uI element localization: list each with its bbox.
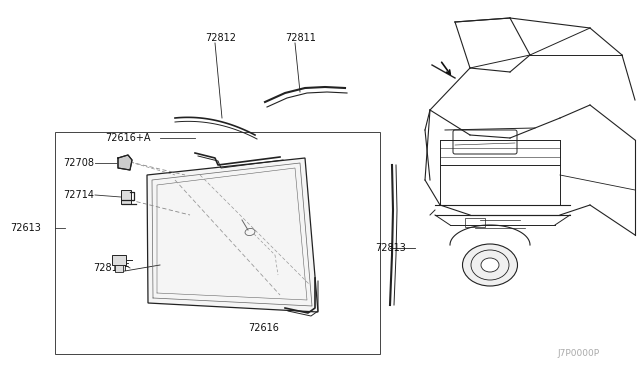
Ellipse shape: [463, 244, 518, 286]
Text: 72616: 72616: [248, 323, 279, 333]
Text: 72613: 72613: [10, 223, 41, 233]
Text: 72616+A: 72616+A: [105, 133, 150, 143]
Text: 72714: 72714: [63, 190, 94, 200]
Bar: [121, 190, 131, 204]
Ellipse shape: [481, 258, 499, 272]
Text: 72811: 72811: [285, 33, 316, 43]
Text: 72708: 72708: [63, 158, 94, 168]
Bar: [115, 265, 123, 272]
Text: 72812: 72812: [205, 33, 236, 43]
Bar: [465, 218, 485, 227]
Ellipse shape: [471, 250, 509, 280]
Bar: [55, 132, 380, 354]
Polygon shape: [147, 158, 318, 312]
Text: 72813: 72813: [375, 243, 406, 253]
Bar: [112, 255, 126, 265]
Polygon shape: [118, 155, 132, 170]
Text: J7P0000P: J7P0000P: [558, 349, 600, 358]
Text: 72811F: 72811F: [93, 263, 129, 273]
